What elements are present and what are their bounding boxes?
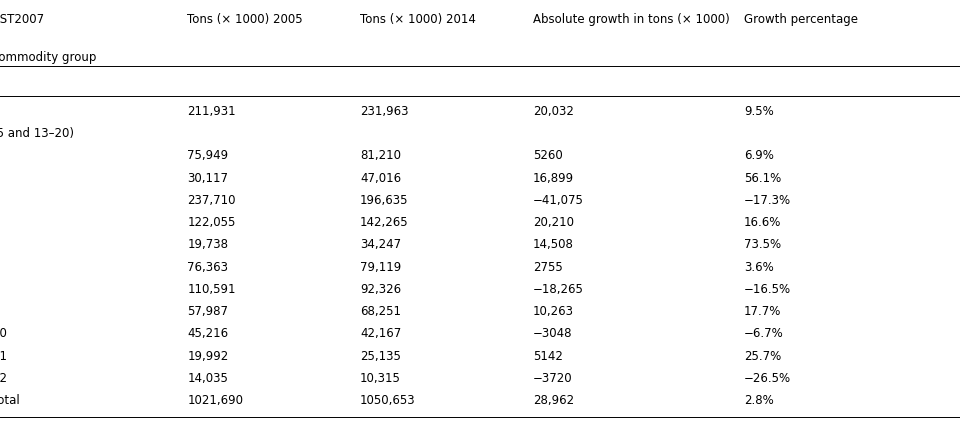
Text: 6.9%: 6.9% xyxy=(744,149,774,162)
Text: 10,315: 10,315 xyxy=(360,372,401,385)
Text: 1021,690: 1021,690 xyxy=(187,394,243,407)
Text: 19,992: 19,992 xyxy=(187,350,228,363)
Text: −3048: −3048 xyxy=(533,327,572,340)
Text: Tons (× 1000) 2005: Tons (× 1000) 2005 xyxy=(187,13,302,26)
Text: 231,963: 231,963 xyxy=(360,105,409,118)
Text: 5260: 5260 xyxy=(533,149,563,162)
Text: 2.8%: 2.8% xyxy=(744,394,774,407)
Text: 9.5%: 9.5% xyxy=(744,105,774,118)
Text: 19,738: 19,738 xyxy=(187,238,228,251)
Text: 75,949: 75,949 xyxy=(187,149,228,162)
Text: Tons (× 1000) 2014: Tons (× 1000) 2014 xyxy=(360,13,476,26)
Text: −41,075: −41,075 xyxy=(533,194,584,207)
Text: 14,035: 14,035 xyxy=(187,372,228,385)
Text: 25,135: 25,135 xyxy=(360,350,401,363)
Text: 34,247: 34,247 xyxy=(360,238,401,251)
Text: Absolute growth in tons (× 1000): Absolute growth in tons (× 1000) xyxy=(533,13,730,26)
Text: 92,326: 92,326 xyxy=(360,283,401,296)
Text: 10: 10 xyxy=(0,327,7,340)
Text: 47,016: 47,016 xyxy=(360,172,401,184)
Text: 79,119: 79,119 xyxy=(360,261,401,273)
Text: −3720: −3720 xyxy=(533,372,572,385)
Text: Growth percentage: Growth percentage xyxy=(744,13,858,26)
Text: 142,265: 142,265 xyxy=(360,216,409,229)
Text: 17.7%: 17.7% xyxy=(744,305,781,318)
Text: 14,508: 14,508 xyxy=(533,238,574,251)
Text: 81,210: 81,210 xyxy=(360,149,401,162)
Text: 16.6%: 16.6% xyxy=(744,216,781,229)
Text: 196,635: 196,635 xyxy=(360,194,409,207)
Text: −18,265: −18,265 xyxy=(533,283,584,296)
Text: 122,055: 122,055 xyxy=(187,216,235,229)
Text: 12: 12 xyxy=(0,372,8,385)
Text: 16,899: 16,899 xyxy=(533,172,574,184)
Text: −17.3%: −17.3% xyxy=(744,194,791,207)
Text: −16.5%: −16.5% xyxy=(744,283,791,296)
Text: 1050,653: 1050,653 xyxy=(360,394,416,407)
Text: commodity group: commodity group xyxy=(0,51,97,64)
Text: 73.5%: 73.5% xyxy=(744,238,781,251)
Text: 11: 11 xyxy=(0,350,8,363)
Text: 56.1%: 56.1% xyxy=(744,172,781,184)
Text: 2755: 2755 xyxy=(533,261,563,273)
Text: 20,032: 20,032 xyxy=(533,105,574,118)
Text: 76,363: 76,363 xyxy=(187,261,228,273)
Text: 211,931: 211,931 xyxy=(187,105,236,118)
Text: −6.7%: −6.7% xyxy=(744,327,783,340)
Text: 110,591: 110,591 xyxy=(187,283,236,296)
Text: 45,216: 45,216 xyxy=(187,327,228,340)
Text: 237,710: 237,710 xyxy=(187,194,236,207)
Text: 25.7%: 25.7% xyxy=(744,350,781,363)
Text: 20,210: 20,210 xyxy=(533,216,574,229)
Text: 68,251: 68,251 xyxy=(360,305,401,318)
Text: 5142: 5142 xyxy=(533,350,563,363)
Text: Total: Total xyxy=(0,394,20,407)
Text: 42,167: 42,167 xyxy=(360,327,401,340)
Text: 30,117: 30,117 xyxy=(187,172,228,184)
Text: 28,962: 28,962 xyxy=(533,394,574,407)
Text: 3.6%: 3.6% xyxy=(744,261,774,273)
Text: (5 and 13–20): (5 and 13–20) xyxy=(0,127,74,140)
Text: −26.5%: −26.5% xyxy=(744,372,791,385)
Text: NST2007: NST2007 xyxy=(0,13,45,26)
Text: 10,263: 10,263 xyxy=(533,305,574,318)
Text: 57,987: 57,987 xyxy=(187,305,228,318)
